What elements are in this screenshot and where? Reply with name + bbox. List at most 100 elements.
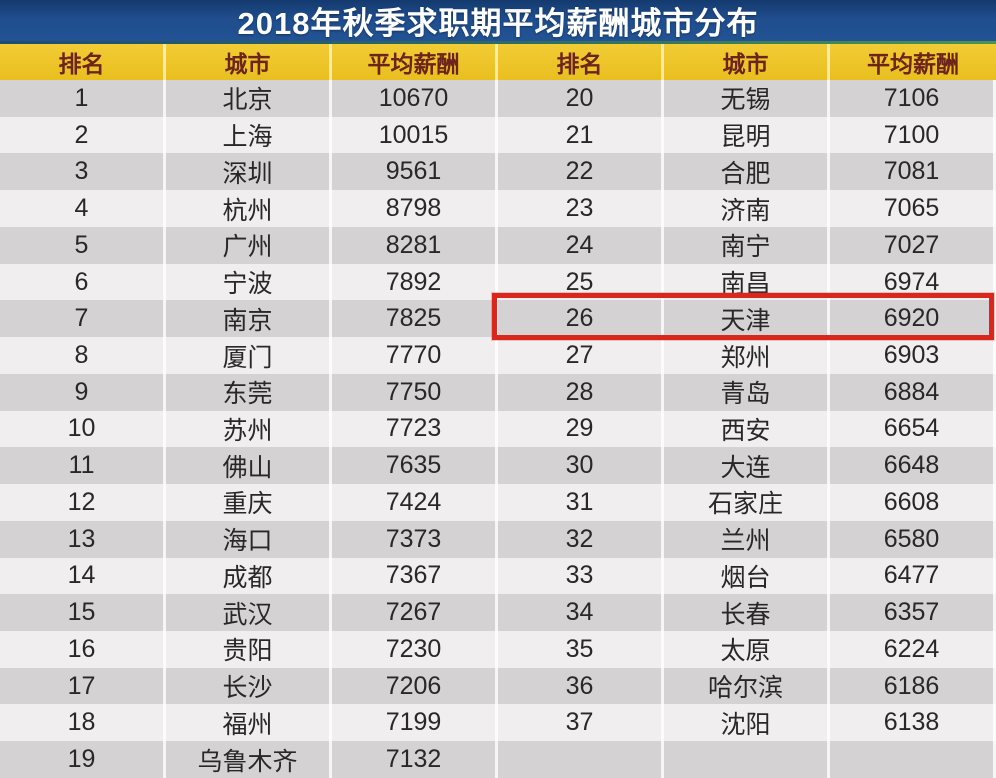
table-row: 6 宁波 7892 25 南昌 6974 (0, 263, 996, 301)
rank-cell: 6 (0, 263, 166, 301)
city-cell: 青岛 (664, 373, 830, 411)
city-cell: 北京 (166, 80, 332, 117)
rank-cell: 36 (498, 667, 664, 705)
salary-cell: 7825 (332, 300, 498, 338)
salary-cell: 7723 (332, 410, 498, 448)
rank-cell: 19 (0, 741, 166, 778)
city-cell: 宁波 (166, 263, 332, 301)
table-row: 19 乌鲁木齐 7132 (0, 741, 996, 778)
salary-cell: 7065 (830, 190, 996, 227)
salary-cell: 7132 (332, 741, 498, 778)
city-cell: 杭州 (166, 190, 332, 227)
rank-cell: 15 (0, 594, 166, 632)
rank-cell: 11 (0, 447, 166, 485)
rank-cell: 21 (498, 116, 664, 154)
salary-cell: 7367 (332, 557, 498, 595)
salary-cell: 7199 (332, 704, 498, 742)
salary-cell: 6357 (830, 594, 996, 632)
title-bar: 2018年秋季求职期平均薪酬城市分布 (0, 0, 996, 41)
salary-cell: 7892 (332, 263, 498, 301)
header-salary-right: 平均薪酬 (867, 51, 959, 77)
salary-cell: 6138 (830, 704, 996, 742)
salary-cell (830, 741, 996, 778)
table-row: 7 南京 7825 26 天津 6920 (0, 300, 996, 338)
city-cell: 深圳 (166, 153, 332, 191)
table-row: 9 东莞 7750 28 青岛 6884 (0, 373, 996, 411)
city-cell: 西安 (664, 410, 830, 448)
city-cell: 苏州 (166, 410, 332, 448)
city-cell: 石家庄 (664, 484, 830, 521)
page-title: 2018年秋季求职期平均薪酬城市分布 (237, 6, 759, 41)
salary-cell: 7770 (332, 337, 498, 374)
header-city-left: 城市 (166, 44, 332, 80)
salary-cell: 6974 (830, 263, 996, 301)
table-row: 4 杭州 8798 23 济南 7065 (0, 190, 996, 227)
city-cell: 昆明 (664, 116, 830, 154)
header-rank-left: 排名 (0, 44, 166, 80)
salary-cell: 10670 (332, 80, 498, 117)
rank-cell: 30 (498, 447, 664, 485)
city-cell: 天津 (664, 300, 830, 338)
city-cell: 成都 (166, 557, 332, 595)
city-cell: 长沙 (166, 667, 332, 705)
table-row: 11 佛山 7635 30 大连 6648 (0, 447, 996, 485)
city-cell: 济南 (664, 190, 830, 227)
salary-cell: 6648 (830, 447, 996, 485)
city-cell: 长春 (664, 594, 830, 632)
salary-cell: 7100 (830, 116, 996, 154)
title-divider (0, 41, 996, 44)
salary-cell: 7424 (332, 484, 498, 521)
city-cell: 厦门 (166, 337, 332, 374)
salary-cell: 10015 (332, 116, 498, 154)
salary-cell: 7230 (332, 631, 498, 668)
table-row: 10 苏州 7723 29 西安 6654 (0, 410, 996, 448)
rank-cell: 18 (0, 704, 166, 742)
city-cell: 郑州 (664, 337, 830, 374)
salary-cell: 6920 (830, 300, 996, 338)
city-cell (664, 741, 830, 778)
salary-cell: 9561 (332, 153, 498, 191)
rank-cell: 12 (0, 484, 166, 521)
rank-cell: 28 (498, 373, 664, 411)
rank-cell: 7 (0, 300, 166, 338)
salary-cell: 6477 (830, 557, 996, 595)
rank-cell: 9 (0, 373, 166, 411)
rank-cell: 10 (0, 410, 166, 448)
rank-cell: 5 (0, 226, 166, 264)
rank-cell: 2 (0, 116, 166, 154)
rank-cell: 22 (498, 153, 664, 191)
rank-cell: 16 (0, 631, 166, 668)
city-cell: 南京 (166, 300, 332, 338)
salary-cell: 7106 (830, 80, 996, 117)
salary-cell: 6884 (830, 373, 996, 411)
salary-cell: 7206 (332, 667, 498, 705)
city-cell: 合肥 (664, 153, 830, 191)
rank-cell: 14 (0, 557, 166, 595)
table-row: 12 重庆 7424 31 石家庄 6608 (0, 484, 996, 521)
city-cell: 哈尔滨 (664, 667, 830, 705)
rank-cell: 8 (0, 337, 166, 374)
city-cell: 沈阳 (664, 704, 830, 742)
city-cell: 东莞 (166, 373, 332, 411)
rank-cell: 20 (498, 80, 664, 117)
table-row: 15 武汉 7267 34 长春 6357 (0, 594, 996, 632)
table-row: 14 成都 7367 33 烟台 6477 (0, 557, 996, 595)
table-row: 17 长沙 7206 36 哈尔滨 6186 (0, 667, 996, 705)
rank-cell: 27 (498, 337, 664, 374)
city-cell: 乌鲁木齐 (166, 741, 332, 778)
header-rank-right: 排名 (498, 44, 664, 80)
table-row: 3 深圳 9561 22 合肥 7081 (0, 153, 996, 191)
table-row: 8 厦门 7770 27 郑州 6903 (0, 337, 996, 374)
salary-cell: 7635 (332, 447, 498, 485)
salary-cell: 8798 (332, 190, 498, 227)
table-row: 1 北京 10670 20 无锡 7106 (0, 80, 996, 117)
rank-cell (498, 741, 664, 778)
city-cell: 兰州 (664, 520, 830, 558)
city-cell: 贵阳 (166, 631, 332, 668)
rank-cell: 4 (0, 190, 166, 227)
header-city-right: 城市 (664, 44, 830, 80)
rank-cell: 32 (498, 520, 664, 558)
rank-cell: 3 (0, 153, 166, 191)
rank-cell: 17 (0, 667, 166, 705)
